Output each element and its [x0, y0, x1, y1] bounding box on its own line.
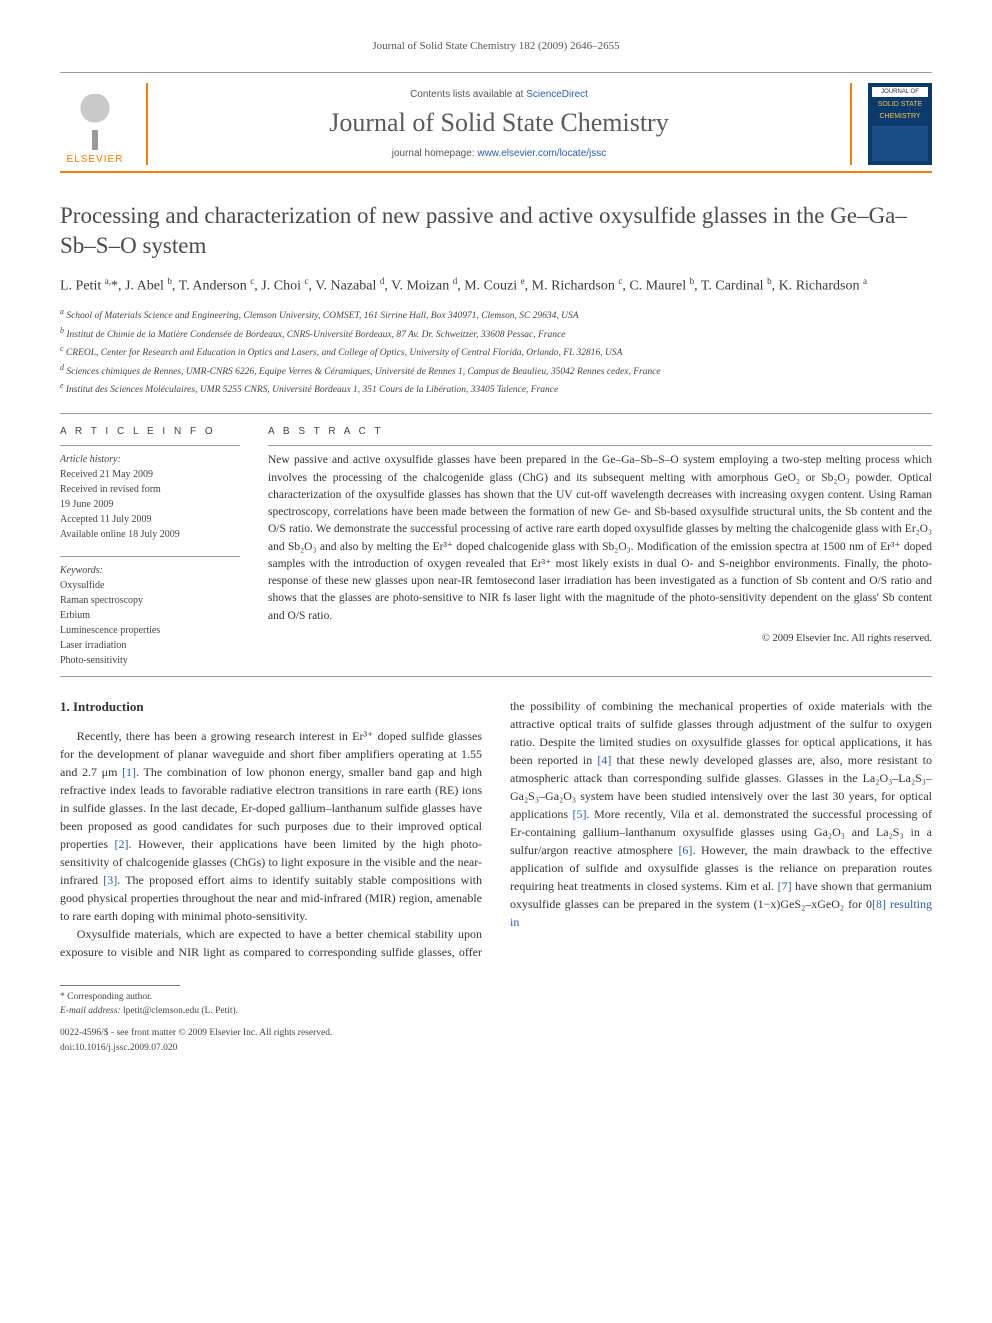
journal-homepage-line: journal homepage: www.elsevier.com/locat…: [392, 148, 607, 159]
homepage-prefix: journal homepage:: [392, 148, 478, 159]
journal-name: Journal of Solid State Chemistry: [329, 108, 668, 138]
masthead-center: Contents lists available at ScienceDirec…: [146, 83, 852, 165]
history-line: Received 21 May 2009: [60, 467, 240, 482]
page-footer: * Corresponding author. E-mail address: …: [60, 985, 932, 1055]
article-info-heading: A R T I C L E I N F O: [60, 426, 240, 437]
title-block: Processing and characterization of new p…: [60, 201, 932, 397]
keyword: Raman spectroscopy: [60, 593, 240, 608]
info-abstract-row: A R T I C L E I N F O Article history: R…: [60, 426, 932, 668]
abstract-heading: A B S T R A C T: [268, 426, 932, 437]
citation-link[interactable]: [2]: [115, 837, 129, 851]
article-history: Article history: Received 21 May 2009Rec…: [60, 445, 240, 542]
journal-masthead: ELSEVIER Contents lists available at Sci…: [60, 72, 932, 173]
abstract-copyright: © 2009 Elsevier Inc. All rights reserved…: [268, 633, 932, 644]
contents-prefix: Contents lists available at: [410, 89, 526, 100]
abstract-text: New passive and active oxysulfide glasse…: [268, 445, 932, 625]
citation-link[interactable]: [8] resulting in: [510, 897, 932, 929]
keyword: Oxysulfide: [60, 578, 240, 593]
citation-link[interactable]: [5]: [573, 807, 587, 821]
keyword: Erbium: [60, 608, 240, 623]
citation-link[interactable]: [7]: [778, 879, 792, 893]
article-body: 1. Introduction Recently, there has been…: [60, 697, 932, 961]
keyword: Laser irradiation: [60, 638, 240, 653]
affiliation-line: e Institut des Sciences Moléculaires, UM…: [60, 380, 932, 397]
history-heading: Article history:: [60, 452, 240, 467]
affiliation-line: b Institut de Chimie de la Matière Conde…: [60, 325, 932, 342]
running-head: Journal of Solid State Chemistry 182 (20…: [60, 40, 932, 52]
elsevier-tree-icon: [70, 94, 120, 150]
keyword: Luminescence properties: [60, 623, 240, 638]
article-info-pane: A R T I C L E I N F O Article history: R…: [60, 426, 240, 668]
sciencedirect-link[interactable]: ScienceDirect: [526, 89, 588, 100]
cover-title-1: SOLID STATE: [872, 101, 928, 109]
citation-link[interactable]: [6]: [678, 843, 692, 857]
history-line: Available online 18 July 2009: [60, 527, 240, 542]
publisher-name: ELSEVIER: [67, 154, 124, 165]
citation-link[interactable]: [4]: [597, 753, 611, 767]
keywords-heading: Keywords:: [60, 563, 240, 578]
corresponding-email: lpetit@clemson.edu (L. Petit).: [123, 1006, 238, 1016]
keywords-block: Keywords: OxysulfideRaman spectroscopyEr…: [60, 556, 240, 668]
issn-line: 0022-4596/$ - see front matter © 2009 El…: [60, 1026, 932, 1040]
corresponding-author: * Corresponding author.: [60, 990, 932, 1004]
doi-line: doi:10.1016/j.jssc.2009.07.020: [60, 1041, 932, 1055]
separator-bottom: [60, 676, 932, 677]
citation-link[interactable]: [3]: [103, 873, 117, 887]
journal-cover-thumb: JOURNAL OF SOLID STATE CHEMISTRY: [868, 83, 932, 165]
citation-link[interactable]: [1]: [122, 765, 136, 779]
abstract-pane: A B S T R A C T New passive and active o…: [268, 426, 932, 668]
article-title: Processing and characterization of new p…: [60, 201, 932, 261]
author-list: L. Petit a,*, J. Abel b, T. Anderson c, …: [60, 275, 932, 297]
affiliation-line: c CREOL, Center for Research and Educati…: [60, 343, 932, 360]
publisher-logo: ELSEVIER: [60, 83, 130, 165]
journal-homepage-link[interactable]: www.elsevier.com/locate/jssc: [477, 148, 606, 159]
keyword: Photo-sensitivity: [60, 653, 240, 668]
contents-available-line: Contents lists available at ScienceDirec…: [410, 89, 588, 100]
affiliation-line: d Sciences chimiques de Rennes, UMR-CNRS…: [60, 362, 932, 379]
corresponding-email-line: E-mail address: lpetit@clemson.edu (L. P…: [60, 1004, 932, 1018]
history-line: Received in revised form: [60, 482, 240, 497]
affiliation-line: a School of Materials Science and Engine…: [60, 306, 932, 323]
history-line: 19 June 2009: [60, 497, 240, 512]
history-line: Accepted 11 July 2009: [60, 512, 240, 527]
separator-top: [60, 413, 932, 414]
section-heading-1: 1. Introduction: [60, 697, 482, 717]
cover-image-placeholder: [872, 126, 928, 161]
cover-title-2: CHEMISTRY: [872, 113, 928, 121]
affiliation-list: a School of Materials Science and Engine…: [60, 306, 932, 397]
body-paragraph-1: Recently, there has been a growing resea…: [60, 727, 482, 925]
email-label: E-mail address:: [60, 1006, 121, 1016]
cover-top-label: JOURNAL OF: [872, 87, 928, 97]
